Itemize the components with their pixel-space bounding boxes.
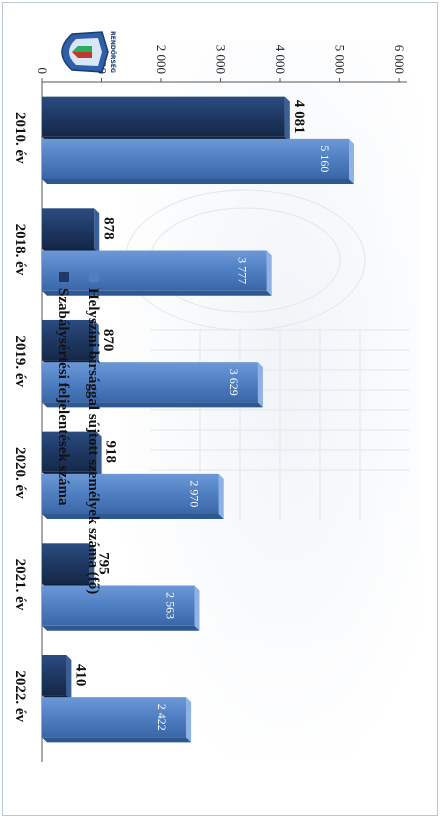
bar-top <box>257 362 263 408</box>
bar-feljelentesek <box>41 208 95 249</box>
chart-frame <box>2 2 438 816</box>
bar-helyszini-birsag <box>42 362 258 403</box>
bar-side <box>42 290 272 296</box>
bar-top <box>186 697 192 743</box>
bar-top <box>89 543 95 589</box>
bar-helyszini-birsag <box>42 585 195 626</box>
value-label: 4 081 <box>291 100 307 134</box>
value-labels: 4 081 5 160 878 3 777 870 3 629 918 2 970 795 2 5… <box>72 100 332 731</box>
legend-swatch <box>89 272 99 282</box>
value-label: 5 160 <box>318 145 332 172</box>
bar-top <box>194 585 200 631</box>
bars <box>41 96 355 743</box>
category-labels: 2010. év 2018. év 2019. év 2020. év 2021. év… <box>12 112 28 722</box>
value-label: 870 <box>100 329 116 352</box>
bar-feljelentesek <box>41 654 67 696</box>
bar-top <box>94 208 100 254</box>
bar-top <box>266 250 272 296</box>
value-label: 795 <box>95 552 111 575</box>
bar-top <box>349 138 355 185</box>
y-tick-label: 2 000 <box>154 45 169 74</box>
value-label: 878 <box>100 217 116 240</box>
value-label: 3 629 <box>227 369 241 396</box>
bar-top <box>93 319 99 366</box>
bar-helyszini-birsag <box>42 473 219 515</box>
bar-helyszini-birsag <box>42 250 267 291</box>
category-label: 2022. év <box>12 670 28 722</box>
value-label: 2 970 <box>188 480 202 507</box>
category-label: 2018. év <box>12 224 28 276</box>
bar-helyszini-birsag <box>42 697 187 738</box>
bar-feljelentesek <box>42 431 97 472</box>
value-label: 410 <box>72 664 88 687</box>
bar-side <box>42 625 200 631</box>
bar-top <box>96 431 102 477</box>
category-label: 2019. év <box>12 335 28 387</box>
y-tick-label: 5 000 <box>333 45 348 74</box>
y-tick-label: 3 000 <box>214 45 229 74</box>
category-label: 2020. év <box>12 447 28 499</box>
y-tick-label: 4 000 <box>273 45 288 74</box>
category-label: 2021. év <box>12 559 28 611</box>
value-label: 2 422 <box>155 704 169 731</box>
logo-text: RENDŐRSÉG <box>109 31 117 73</box>
y-tick-label: 6 000 <box>392 45 407 74</box>
police-badge-icon: RENDŐRSÉG <box>61 31 117 73</box>
bar-helyszini-birsag <box>42 138 350 180</box>
bar-feljelentesek <box>42 319 94 361</box>
legend-label: Helyszíni bírsággal sújtott személyek sz… <box>85 288 101 594</box>
legend-swatch <box>59 272 69 282</box>
bar-side <box>42 514 224 520</box>
bar-top <box>66 654 72 701</box>
bar-feljelentesek <box>41 543 90 584</box>
bar-side <box>42 179 355 185</box>
value-label: 2 563 <box>163 592 177 619</box>
legend: Szabálysértési feljelentések száma Helysz… <box>55 272 101 594</box>
axes <box>41 78 407 762</box>
value-label: 918 <box>103 440 119 463</box>
legend-label: Szabálysértési feljelentések száma <box>55 288 71 506</box>
bar-feljelentesek <box>42 96 285 137</box>
value-label: 3 777 <box>236 257 250 284</box>
bar-side <box>42 402 263 408</box>
bar-top <box>218 473 224 520</box>
bar-top <box>284 96 290 142</box>
category-label: 2010. év <box>12 112 28 164</box>
bar-side <box>42 737 192 743</box>
y-tick-label: 0 <box>35 68 50 75</box>
